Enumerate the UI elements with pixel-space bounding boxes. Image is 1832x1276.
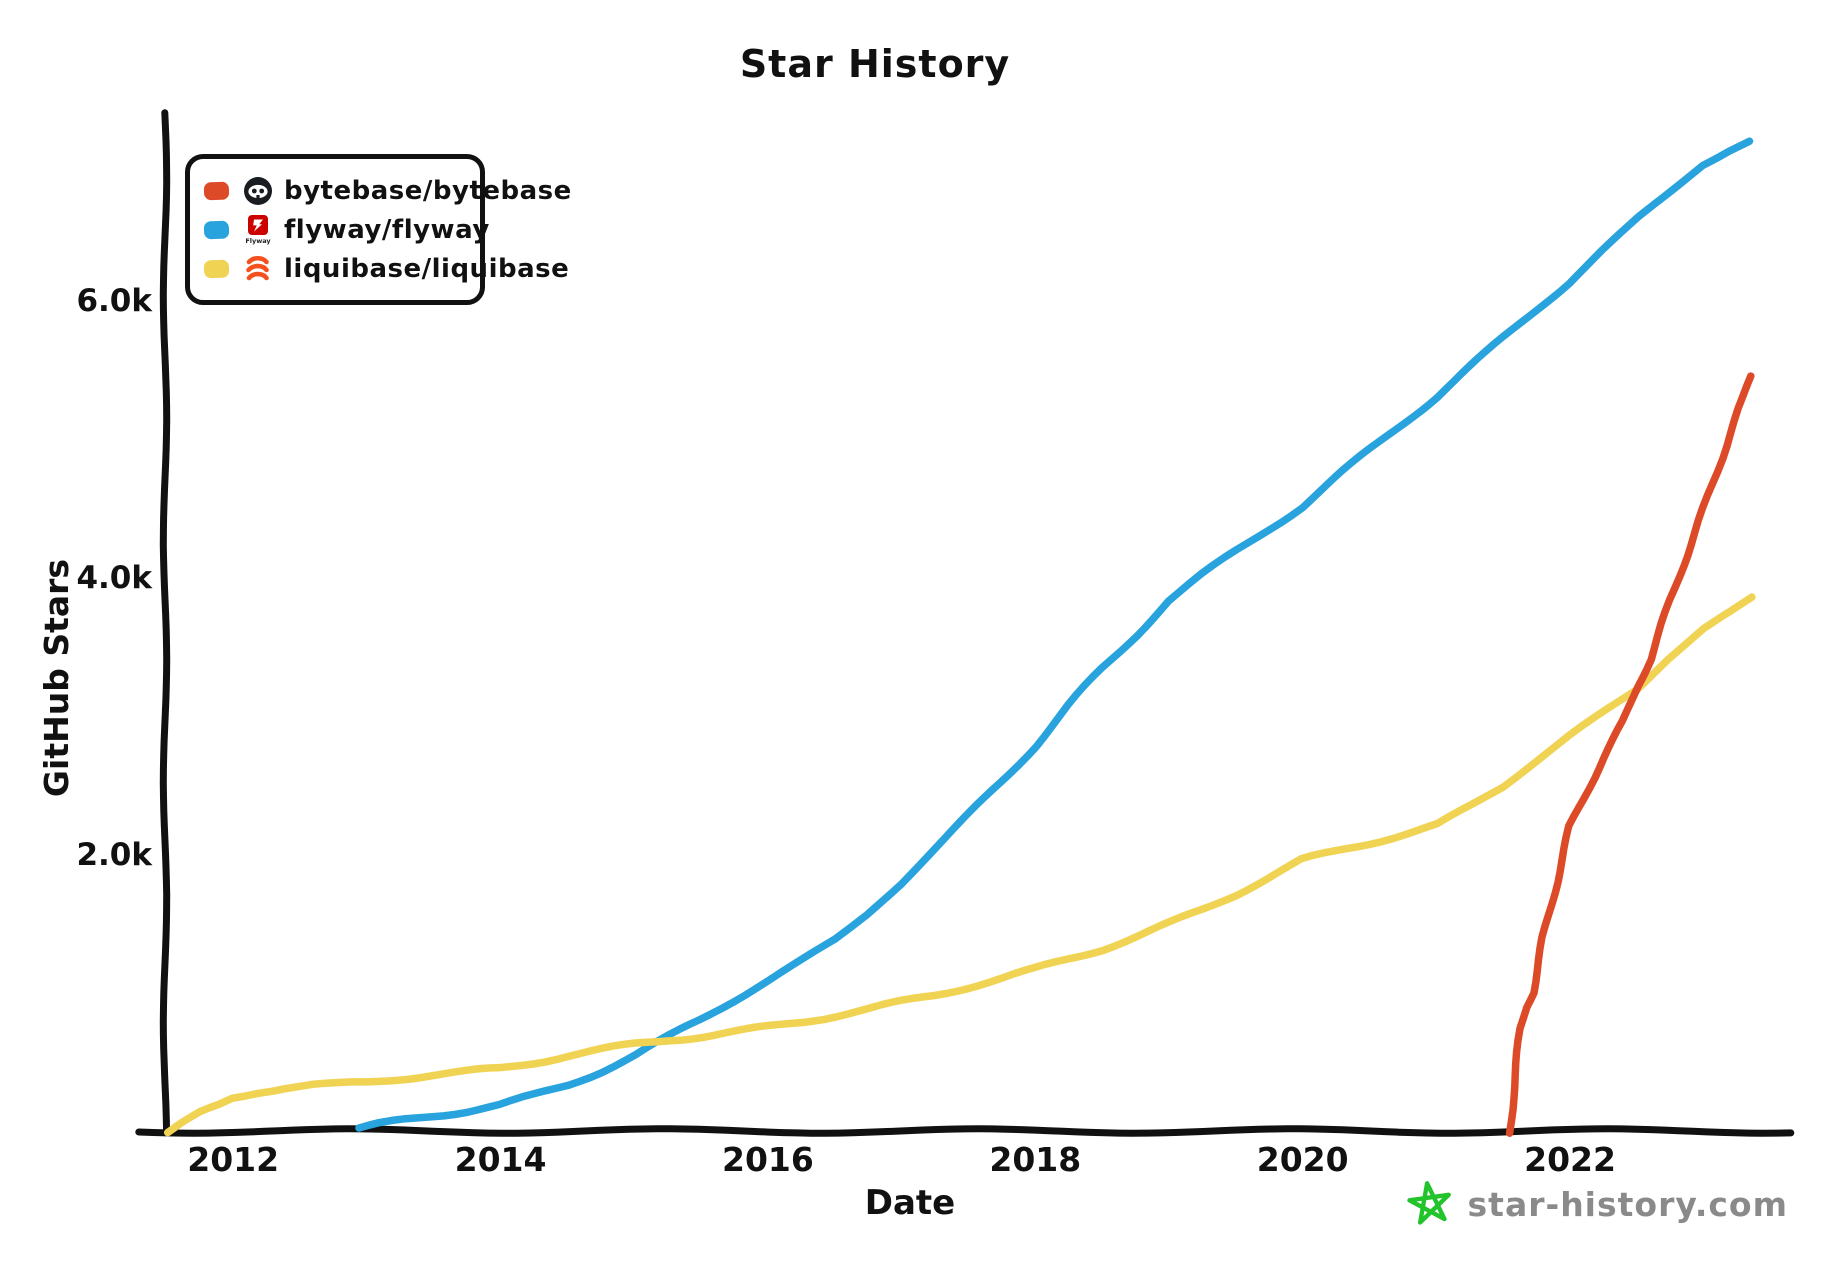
legend-label: bytebase/bytebase bbox=[284, 175, 572, 206]
legend-item-bytebase: bytebase/bytebase bbox=[203, 171, 571, 210]
y-tick-label: 4.0k bbox=[76, 560, 152, 597]
x-tick-label: 2014 bbox=[454, 1140, 547, 1179]
x-tick-label: 2016 bbox=[722, 1140, 814, 1179]
series-line-liquibase bbox=[163, 593, 1756, 1137]
svg-text:Flyway: Flyway bbox=[245, 237, 271, 245]
series-line-flyway bbox=[355, 137, 1754, 1132]
bytebase-color-swatch bbox=[203, 181, 230, 200]
flyway-color-swatch bbox=[203, 220, 230, 239]
x-tick-label: 2018 bbox=[989, 1140, 1082, 1179]
star-icon bbox=[1406, 1181, 1451, 1225]
legend-label: liquibase/liquibase bbox=[284, 253, 570, 284]
x-axis-title: Date bbox=[864, 1183, 956, 1223]
legend-label: flyway/flyway bbox=[284, 214, 490, 245]
series-line-bytebase bbox=[1505, 372, 1755, 1137]
y-tick-label: 2.0k bbox=[76, 837, 152, 874]
bytebase-avatar-icon bbox=[242, 176, 274, 206]
x-axis-line bbox=[135, 1125, 1795, 1137]
flyway-avatar-icon: Flyway bbox=[242, 214, 274, 246]
x-tick-label: 2022 bbox=[1524, 1140, 1616, 1179]
y-axis-line bbox=[159, 109, 171, 1137]
y-tick-label: 6.0k bbox=[76, 283, 152, 320]
x-tick-label: 2012 bbox=[187, 1140, 280, 1179]
x-tick-label: 2020 bbox=[1256, 1140, 1349, 1179]
liquibase-avatar-icon bbox=[242, 254, 274, 284]
star-icon-path bbox=[1406, 1181, 1451, 1225]
watermark-text: star-history.com bbox=[1467, 1184, 1788, 1224]
liquibase-color-swatch bbox=[203, 259, 230, 278]
page-title: Star History bbox=[739, 42, 1011, 86]
watermark: star-history.com bbox=[1406, 1178, 1788, 1230]
legend-item-flyway: Flyway flyway/flyway bbox=[203, 210, 489, 249]
legend-item-liquibase: liquibase/liquibase bbox=[203, 249, 569, 288]
legend: bytebase/bytebase Flyway flyway/flyway bbox=[185, 154, 571, 305]
